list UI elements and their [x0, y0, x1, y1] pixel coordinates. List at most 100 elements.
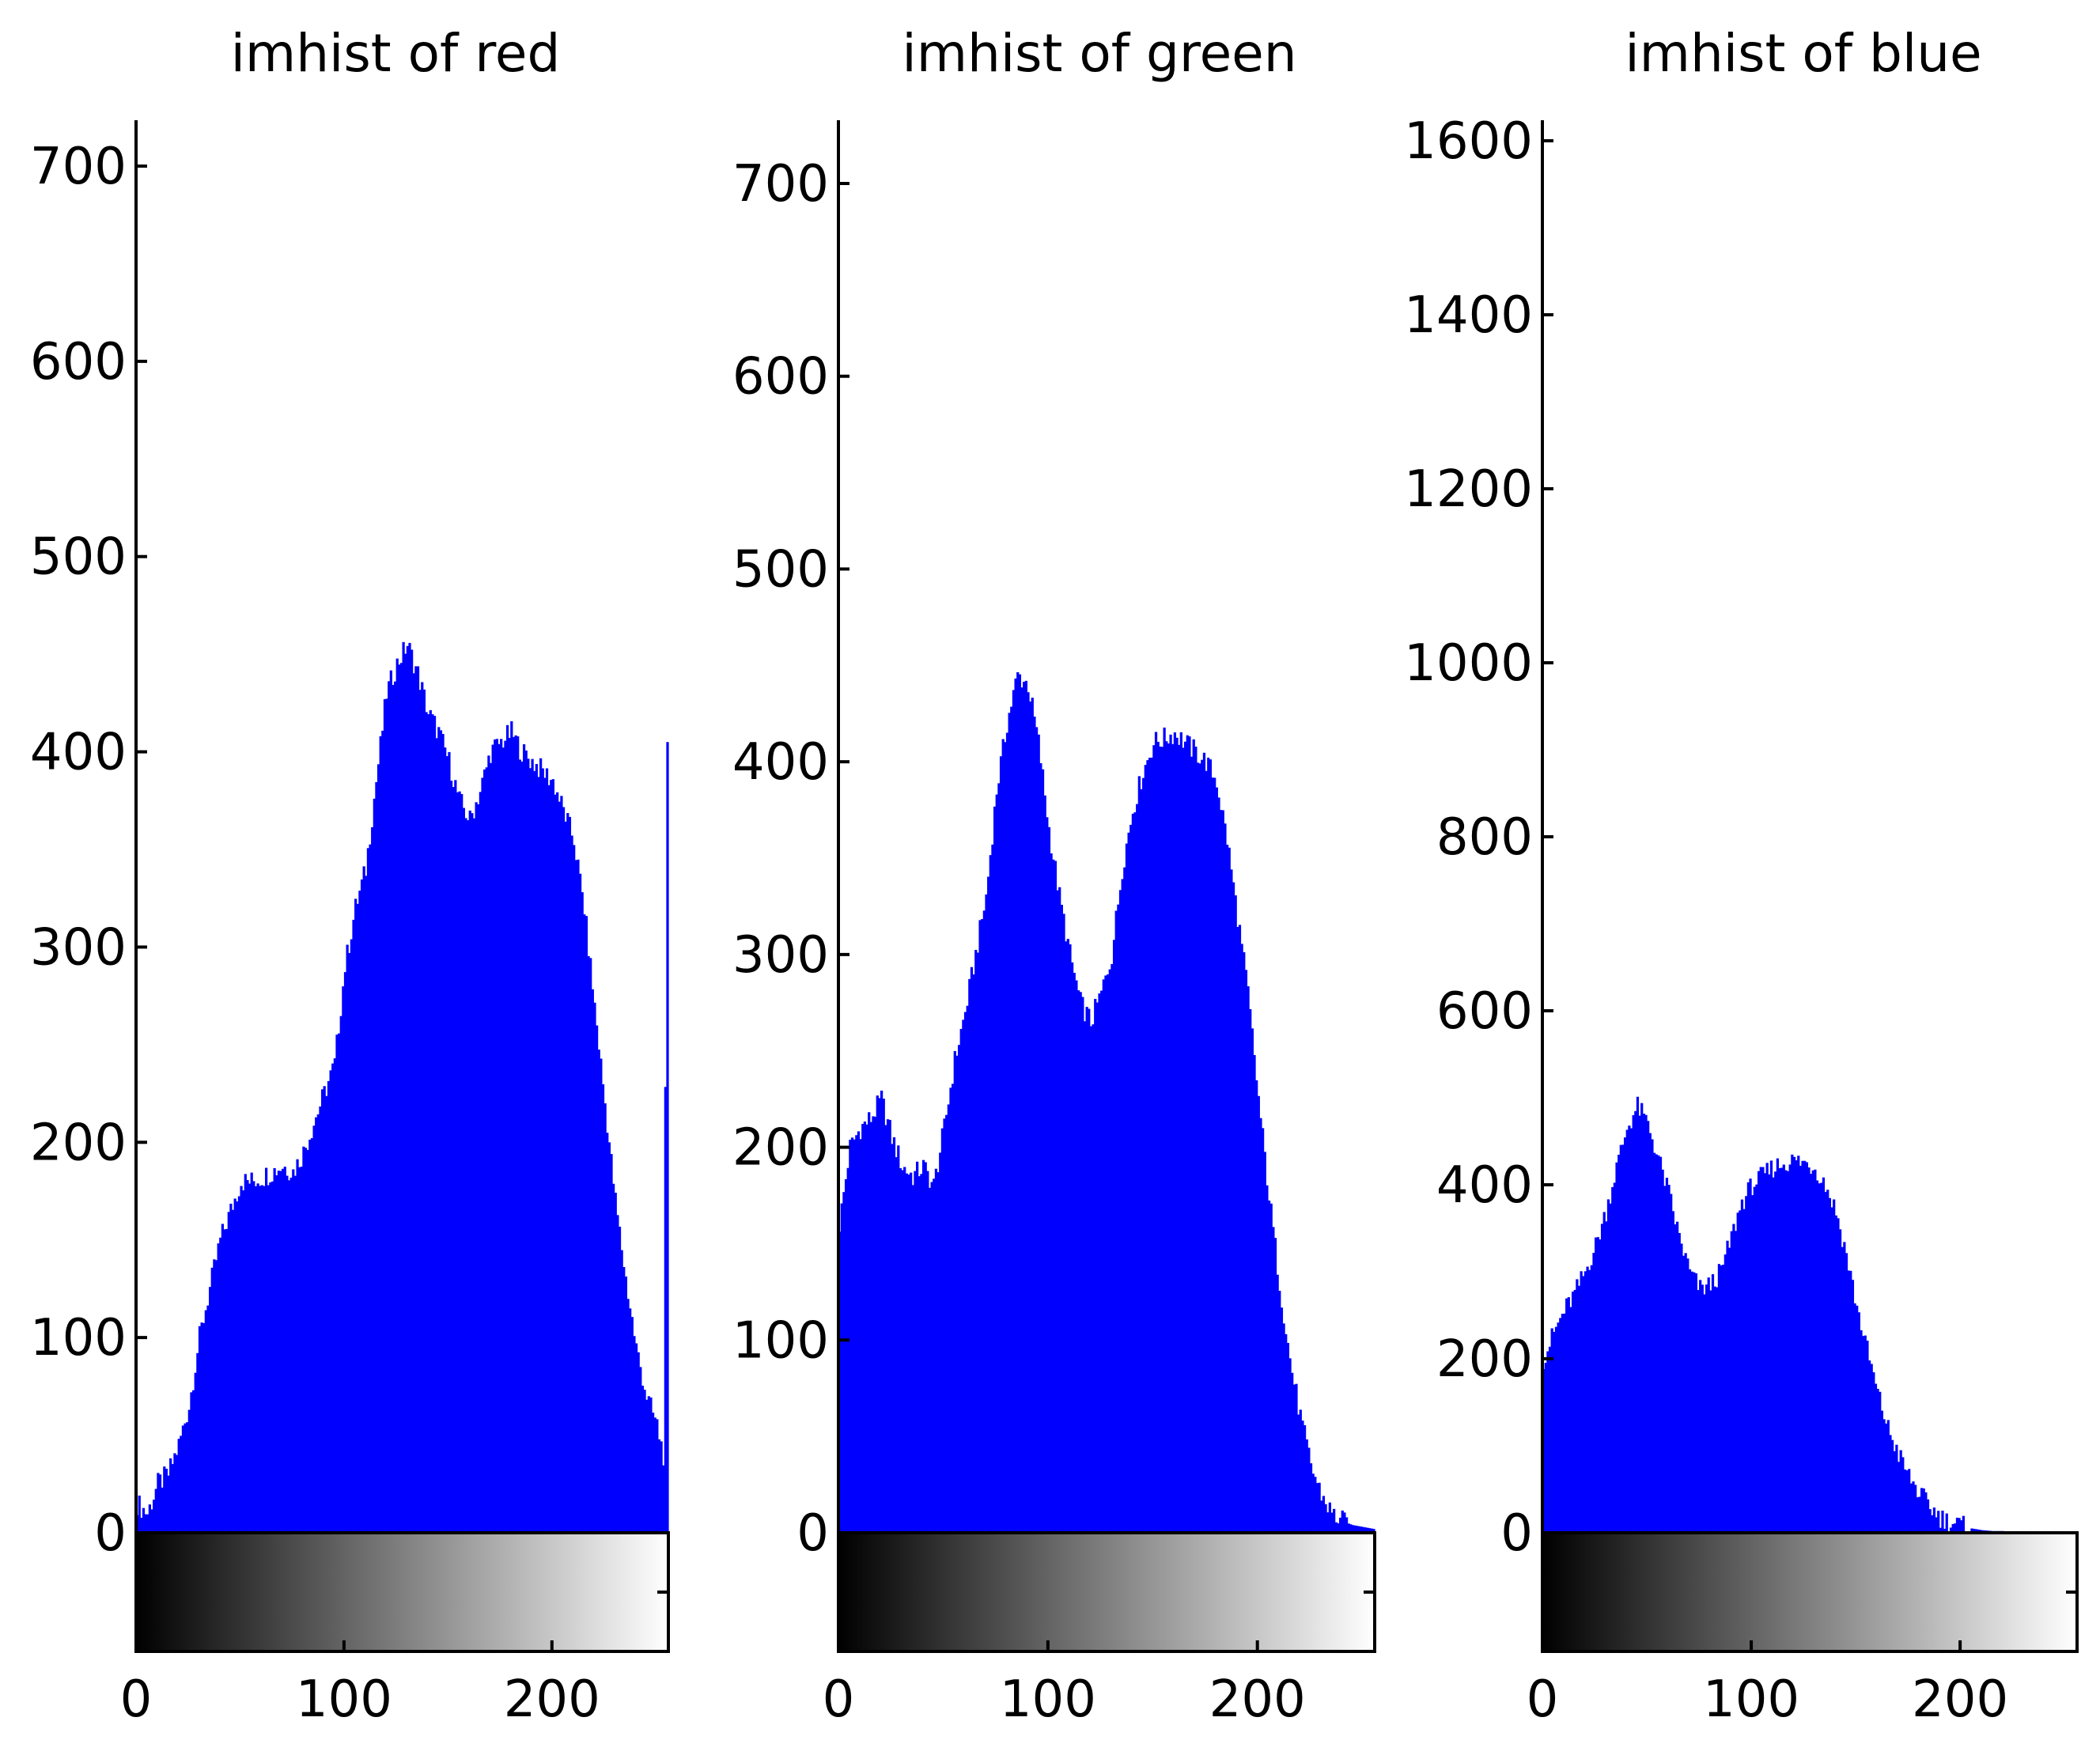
histogram-bar: [970, 966, 974, 1533]
histogram-bar: [467, 820, 470, 1533]
histogram-bar: [300, 1167, 303, 1533]
histogram-bar: [1276, 1274, 1279, 1533]
histogram-bar: [940, 1128, 944, 1533]
histogram-bar: [1628, 1125, 1631, 1533]
histogram-bar: [934, 1168, 938, 1533]
histogram-bar: [1333, 1508, 1336, 1533]
histogram-bar: [1595, 1237, 1598, 1533]
histogram-bar: [1867, 1360, 1871, 1533]
histogram-bar: [1922, 1488, 1925, 1533]
histogram-bar: [1651, 1139, 1654, 1533]
histogram-bar: [338, 1033, 341, 1533]
histogram-bar: [1337, 1523, 1340, 1533]
histogram-bar: [231, 1209, 235, 1533]
histogram-bar: [1732, 1224, 1735, 1533]
histogram-bar: [306, 1149, 309, 1533]
histogram-bar: [1908, 1469, 1911, 1533]
y-tick-label: 1600: [1404, 112, 1533, 171]
histogram-bar: [263, 1186, 266, 1533]
histogram-bar: [458, 791, 461, 1533]
histogram-bar: [874, 1116, 877, 1533]
histogram-bar: [414, 666, 418, 1533]
histogram-bar: [892, 1137, 896, 1533]
histogram-bar: [487, 755, 490, 1533]
histogram-bar: [1615, 1162, 1618, 1533]
histogram-bar: [1799, 1165, 1803, 1533]
histogram-bar: [947, 1104, 950, 1533]
histogram-bar: [437, 727, 441, 1533]
histogram-bar: [1755, 1184, 1758, 1533]
histogram-bar: [1565, 1298, 1568, 1533]
histogram-bar: [1879, 1391, 1882, 1533]
histogram-bar: [1334, 1522, 1338, 1533]
histogram-bar: [194, 1372, 197, 1533]
histogram-bar: [479, 792, 482, 1533]
histogram-bar: [1228, 847, 1231, 1533]
histogram-bar: [173, 1453, 176, 1533]
histogram-bar: [505, 724, 509, 1533]
histogram-bar: [449, 781, 453, 1533]
histogram-bar: [1667, 1185, 1671, 1533]
histogram-bar: [175, 1454, 179, 1533]
histogram-bar: [369, 844, 372, 1533]
histogram-bar: [1571, 1292, 1575, 1533]
histogram-bar: [989, 855, 992, 1533]
histogram-bar: [259, 1186, 262, 1533]
histogram-bar: [1324, 1504, 1327, 1533]
histogram-bar: [1655, 1154, 1658, 1533]
histogram-bar: [987, 876, 990, 1533]
histogram-bar: [1889, 1435, 1892, 1533]
histogram-bar: [1201, 759, 1204, 1533]
histogram-bar: [1146, 760, 1149, 1533]
histogram-bar: [533, 770, 536, 1533]
histogram-bar: [1734, 1231, 1738, 1533]
histogram-bar: [1020, 687, 1024, 1534]
histogram-bar: [1941, 1511, 1944, 1533]
histogram-bar: [481, 777, 484, 1533]
histogram-bar: [1171, 743, 1175, 1533]
histogram-bar: [1330, 1512, 1334, 1533]
y-tick-label: 500: [732, 540, 829, 599]
histogram-bar: [985, 894, 988, 1533]
histogram-bar: [1266, 1185, 1269, 1533]
histogram-bar: [1920, 1488, 1924, 1533]
histogram-bar: [1292, 1384, 1296, 1533]
histogram-bar: [886, 1119, 890, 1533]
histogram-bar: [1895, 1444, 1898, 1533]
histogram-bar: [1343, 1512, 1346, 1533]
histogram-bar: [1882, 1419, 1886, 1533]
histogram-bar: [1684, 1253, 1687, 1533]
histogram-bar: [277, 1171, 280, 1533]
histogram-bar: [1243, 951, 1246, 1533]
histogram-bar: [217, 1243, 220, 1533]
histogram-bar: [918, 1176, 921, 1533]
histogram-bar: [510, 721, 513, 1533]
histogram-bar: [1366, 1527, 1369, 1533]
histogram-bar: [1088, 1008, 1091, 1533]
histogram-bar: [315, 1117, 318, 1533]
x-tick-label: 0: [120, 1670, 153, 1729]
histogram-bar: [1561, 1314, 1565, 1533]
histogram-bar: [329, 1070, 332, 1533]
histogram-bar: [953, 1050, 956, 1533]
histogram-bar: [1338, 1517, 1342, 1533]
histogram-bar: [376, 764, 380, 1533]
histogram-bar: [365, 876, 368, 1533]
histogram-bar: [269, 1182, 272, 1533]
histogram-bar: [972, 974, 975, 1533]
histogram-bar: [1154, 732, 1158, 1533]
histogram-bar: [389, 670, 392, 1534]
histogram-bar: [1095, 1002, 1099, 1533]
histogram-bar: [435, 738, 438, 1533]
histogram-bar: [568, 816, 572, 1533]
histogram-bar: [853, 1139, 856, 1533]
histogram-bar: [1196, 762, 1200, 1533]
histogram-bar: [325, 1095, 328, 1533]
histogram-bar: [1588, 1269, 1591, 1533]
histogram-bar: [383, 699, 387, 1533]
histogram-bar: [406, 645, 409, 1533]
histogram-panel-1: imhist of red 0 100 200 300 400 500 600 700 0 100 2…: [30, 23, 670, 1729]
histogram-bar: [429, 710, 432, 1533]
histogram-bar: [320, 1089, 324, 1533]
histogram-bar: [949, 1088, 952, 1533]
